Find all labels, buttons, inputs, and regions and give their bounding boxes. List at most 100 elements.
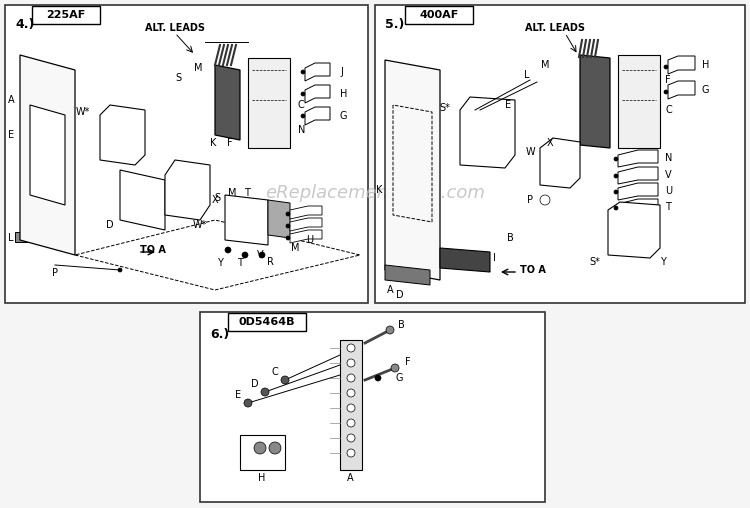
Circle shape [347,419,355,427]
Polygon shape [30,105,65,205]
Circle shape [540,195,550,205]
Text: G: G [395,373,403,383]
Bar [15,232,30,242]
Text: V: V [665,170,672,180]
Polygon shape [305,63,330,81]
Polygon shape [668,56,695,74]
Polygon shape [618,183,658,200]
Text: D: D [396,290,404,300]
Circle shape [347,389,355,397]
Text: U: U [307,235,314,245]
Circle shape [375,375,381,381]
Text: R: R [266,257,274,267]
Circle shape [301,70,305,74]
Text: K: K [210,138,216,148]
Text: ALT. LEADS: ALT. LEADS [525,23,585,33]
Text: Y: Y [217,258,223,268]
Circle shape [244,399,252,407]
Text: TO A: TO A [520,265,546,275]
Polygon shape [460,97,515,168]
Circle shape [242,252,248,258]
Bar [200,312,545,502]
Polygon shape [618,167,658,184]
Text: S*: S* [440,103,450,113]
Circle shape [664,90,668,94]
Text: M: M [541,60,549,70]
Polygon shape [305,107,330,125]
Text: 400AF: 400AF [419,10,458,20]
Text: H: H [702,60,709,70]
Circle shape [347,434,355,442]
Text: 225AF: 225AF [46,10,86,20]
Circle shape [301,114,305,118]
Text: E: E [8,130,14,140]
Circle shape [347,374,355,382]
Polygon shape [618,150,658,167]
Text: U: U [665,186,672,196]
Text: E: E [505,100,511,110]
Text: A: A [346,473,353,483]
Polygon shape [618,199,658,216]
Circle shape [347,344,355,352]
Bar [221,90,229,110]
Text: F: F [665,75,670,85]
Circle shape [386,326,394,334]
Bar [375,5,745,303]
Polygon shape [385,265,430,285]
Polygon shape [618,55,660,148]
Text: M: M [291,243,299,253]
Text: N: N [665,153,672,163]
Text: ALT. LEADS: ALT. LEADS [145,23,205,33]
Text: B: B [398,320,405,330]
Text: P: P [527,195,533,205]
Circle shape [286,212,290,216]
Text: L: L [8,233,14,243]
Text: T: T [237,258,243,268]
Polygon shape [540,138,580,188]
Circle shape [261,388,269,396]
Circle shape [118,268,122,272]
Polygon shape [290,230,322,243]
Polygon shape [608,202,660,258]
Polygon shape [120,170,165,230]
Text: S*: S* [590,257,600,267]
Circle shape [259,252,265,258]
Bar [240,435,285,470]
Circle shape [614,174,618,178]
Polygon shape [290,206,322,219]
Circle shape [614,206,618,210]
Circle shape [664,65,668,69]
Polygon shape [385,60,440,280]
Text: F: F [405,357,411,367]
Bar [32,6,100,24]
Text: C: C [665,105,672,115]
Polygon shape [668,81,695,99]
Polygon shape [268,200,290,238]
Text: 6.): 6.) [210,328,230,341]
Text: W*: W* [76,107,90,117]
Text: C: C [272,367,278,377]
Bar [5,5,368,303]
Text: A: A [8,95,15,105]
Circle shape [347,449,355,457]
Text: W*: W* [193,220,207,230]
Circle shape [301,92,305,96]
Text: L: L [524,70,530,80]
Polygon shape [440,248,490,272]
Bar [228,313,306,331]
Text: M: M [194,63,202,73]
Polygon shape [225,195,268,245]
Polygon shape [165,160,210,220]
Text: G: G [702,85,709,95]
Circle shape [614,190,618,194]
Circle shape [347,359,355,367]
Bar [340,340,362,470]
Text: S: S [175,73,181,83]
Text: B: B [507,233,513,243]
Text: H: H [340,89,347,99]
Text: X: X [547,138,554,148]
Polygon shape [248,58,290,148]
Text: 4.): 4.) [15,18,34,31]
Circle shape [614,157,618,161]
Text: 5.): 5.) [385,18,404,31]
